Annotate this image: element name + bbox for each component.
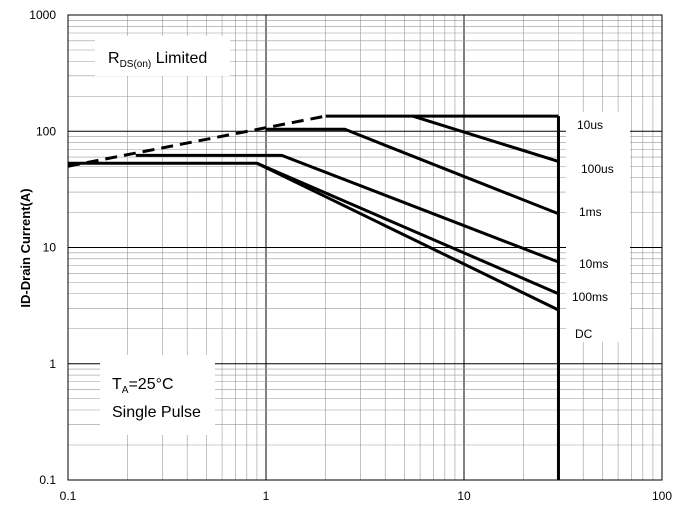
x-tick-labels: 0.1 1 10 100 xyxy=(60,489,673,503)
series-line-1ms xyxy=(266,127,560,216)
plot-frame xyxy=(67,14,663,481)
series-label-10us: 10us xyxy=(577,118,603,132)
series-line-100us xyxy=(412,114,559,163)
x-tick-label: 1 xyxy=(263,489,270,503)
series-label-100us: 100us xyxy=(581,162,614,176)
rds-limit-label: RDS(on) Limited xyxy=(108,50,207,70)
curves xyxy=(67,114,560,480)
annotation-pulse: Single Pulse xyxy=(112,404,201,421)
grid xyxy=(67,15,662,481)
series-line-dc xyxy=(256,161,560,312)
rds-label-box xyxy=(95,36,230,76)
y-tick-labels: 0.1 1 10 100 1000 xyxy=(29,8,56,487)
curve-labels-box xyxy=(566,112,630,342)
x-tick-label: 10 xyxy=(457,489,471,503)
condition-annotation: TA=25°C Single Pulse xyxy=(112,376,201,421)
annotation-temperature: TA=25°C xyxy=(112,376,174,396)
y-tick-label: 1000 xyxy=(29,8,56,22)
y-tick-label: 100 xyxy=(36,124,56,138)
series-label-1ms: 1ms xyxy=(579,205,602,219)
series-label-10ms: 10ms xyxy=(579,257,608,271)
series-label-dc: DC xyxy=(575,327,593,341)
y-tick-label: 0.1 xyxy=(39,473,56,487)
x-tick-label: 0.1 xyxy=(60,489,77,503)
rds-limit-line xyxy=(67,114,326,168)
x-tick-label: 100 xyxy=(652,489,672,503)
curve-labels: 10us 100us 1ms 10ms 100ms DC xyxy=(572,118,614,341)
y-tick-label: 10 xyxy=(43,241,57,255)
annotation-box xyxy=(100,355,215,435)
series-label-100ms: 100ms xyxy=(572,290,608,304)
y-tick-label: 1 xyxy=(49,357,56,371)
series-line-10ms xyxy=(135,153,560,264)
y-axis-label: ID-Drain Current(A) xyxy=(18,188,33,307)
